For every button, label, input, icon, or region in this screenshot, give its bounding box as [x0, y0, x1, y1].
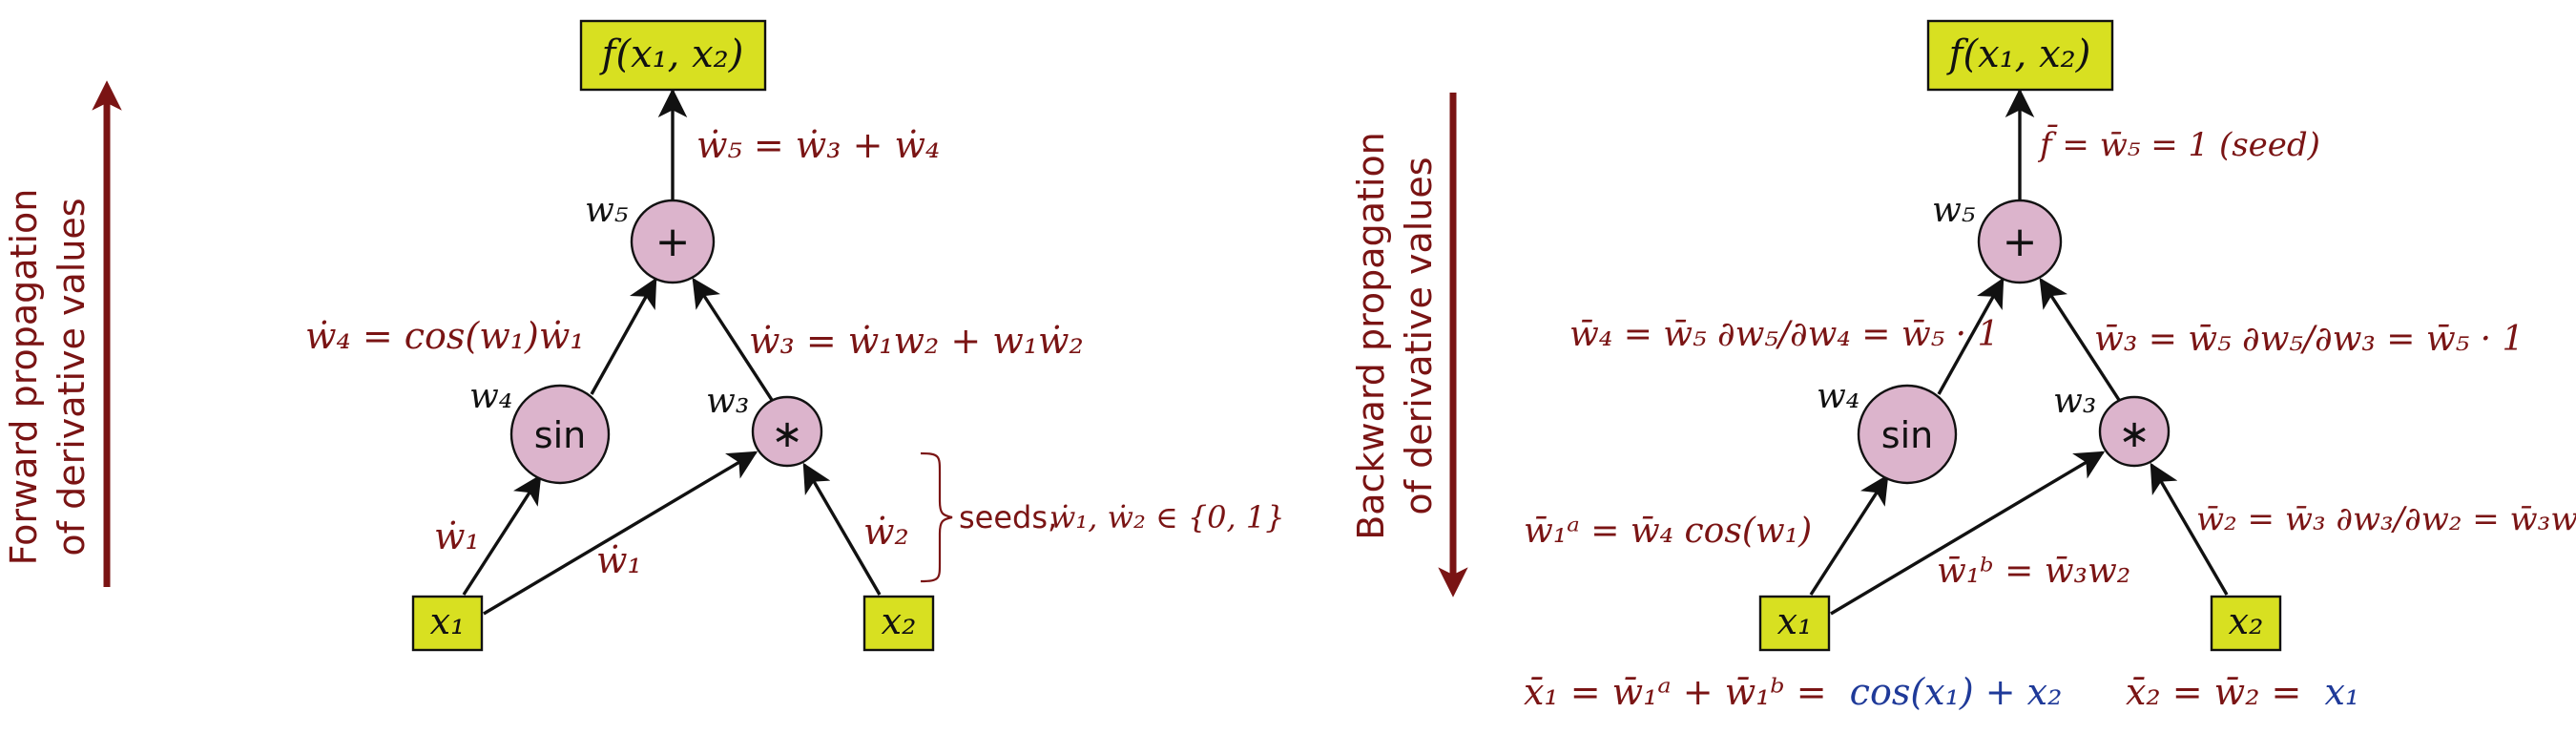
backward-edge-x2-to-times: [2150, 462, 2229, 596]
forward-sin-node: [509, 384, 611, 485]
forward-times-symbol: ∗: [771, 412, 803, 456]
backward-panel: Backward propagation of derivative value…: [1350, 19, 2576, 713]
backward-times-symbol: ∗: [2118, 412, 2150, 456]
backward-output-box: [1926, 19, 2114, 92]
seeds-brace: [920, 451, 953, 583]
forward-sin-label: sin: [534, 414, 586, 456]
seeds-math: ẇ₁, ẇ₂ ∈ {0, 1}: [1049, 499, 1285, 535]
backward-eq-w4: w̄₄ = w̄₅ ∂w₅/∂w₄ = w̄₅ · 1: [1569, 315, 1999, 354]
backward-eq-w3: w̄₃ = w̄₅ ∂w₅/∂w₃ = w̄₅ · 1: [2094, 320, 2524, 359]
seeds-word: seeds,: [959, 499, 1057, 535]
edge-times-to-plus: [692, 277, 774, 401]
forward-eq-w3: ẇ₃ = ẇ₁w₂ + w₁ẇ₂: [749, 320, 1084, 362]
forward-x2-label: x₂: [882, 600, 917, 642]
backward-edge-times-to-plus: [2039, 277, 2121, 401]
result-x1: x̄₁ = w̄₁ᵃ + w̄₁ᵇ = cos(x₁) + x₂: [1524, 671, 2062, 713]
backward-plus-node: [1977, 199, 2063, 284]
forward-edge-w2: ẇ₂: [863, 511, 909, 553]
forward-title-line2: of derivative values: [51, 198, 93, 556]
result-x2: x̄₂ = w̄₂ = x₁: [2126, 671, 2359, 713]
forward-times-node: [751, 395, 823, 468]
backward-title-line2: of derivative values: [1398, 157, 1440, 514]
result-x2-lhs: x̄₂ = w̄₂ =: [2126, 671, 2301, 713]
forward-plus-node: [630, 199, 716, 284]
forward-w3-name: w₃: [706, 382, 749, 421]
backward-x2-label: x₂: [2229, 600, 2264, 642]
backward-eq-f: f̄ = w̄₅ = 1 (seed): [2037, 124, 2320, 164]
backward-eq-w2: w̄₂ = w̄₃ ∂w₃/∂w₂ = w̄₃w₁: [2196, 500, 2576, 538]
forward-eq-w4: ẇ₄ = cos(w₁)ẇ₁: [305, 315, 585, 357]
backward-sin-node: [1857, 384, 1958, 485]
forward-edge-w1-mid: ẇ₁: [596, 539, 642, 581]
edge-x2-to-times: [802, 462, 882, 596]
backward-edge-sin-to-plus: [1937, 277, 2005, 395]
forward-x1-label: x₁: [430, 600, 466, 642]
backward-w4-name: w₄: [1817, 377, 1859, 416]
result-x1-rhs: cos(x₁) + x₂: [1850, 671, 2063, 713]
forward-output-box: [579, 19, 767, 92]
forward-eq-w5: ẇ₅ = ẇ₃ + ẇ₄: [696, 124, 940, 166]
forward-title-line1: Forward propagation: [3, 189, 45, 566]
forward-plus-symbol: +: [655, 218, 691, 266]
backward-title-line1: Backward propagation: [1350, 132, 1392, 540]
backward-edge-x1-to-times: [1830, 451, 2106, 616]
forward-x1-box: [411, 595, 484, 652]
forward-output-label: f(x₁, x₂): [599, 32, 744, 76]
forward-edge-w1-left: ẇ₁: [434, 515, 480, 557]
result-x2-rhs: x₁: [2324, 671, 2359, 713]
forward-w4-name: w₄: [469, 377, 512, 416]
forward-panel: Forward propagation of derivative values…: [3, 19, 1285, 652]
forward-x2-box: [862, 595, 935, 652]
backward-w3-name: w₃: [2053, 382, 2096, 421]
backward-x1-label: x₁: [1777, 600, 1813, 642]
backward-w5-name: w₅: [1932, 191, 1975, 230]
forward-w5-name: w₅: [585, 191, 628, 230]
backward-plus-symbol: +: [2003, 218, 2038, 266]
result-x1-lhs: x̄₁ = w̄₁ᵃ + w̄₁ᵇ =: [1524, 671, 1827, 713]
backward-x1-box: [1758, 595, 1831, 652]
edge-sin-to-plus: [590, 277, 657, 395]
backward-sin-label: sin: [1881, 414, 1933, 456]
edge-x1-to-times: [483, 451, 758, 616]
edge-x1-to-sin: [462, 473, 542, 596]
backward-edge-x1-to-sin: [1809, 473, 1889, 596]
backward-x2-box: [2210, 595, 2282, 652]
backward-output-label: f(x₁, x₂): [1946, 32, 2091, 76]
backward-eq-w1a: w̄₁ᵃ = w̄₄ cos(w₁): [1524, 512, 1812, 551]
backward-eq-w1b: w̄₁ᵇ = w̄₃w₂: [1937, 552, 2130, 591]
backward-times-node: [2098, 395, 2171, 468]
